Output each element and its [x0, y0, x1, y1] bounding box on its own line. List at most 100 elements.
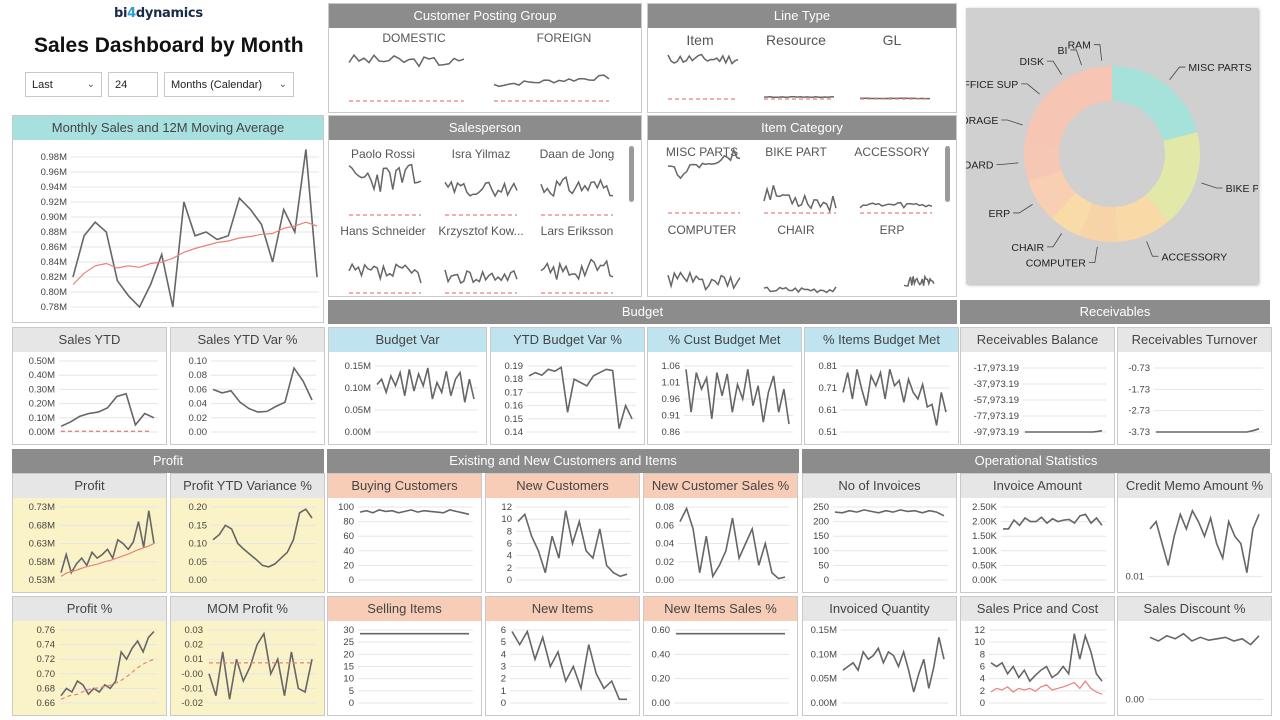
donut-slice[interactable] [1112, 66, 1198, 141]
item-category-panel: Item Category MISC PARTS BIKE PART ACCES… [647, 115, 957, 297]
axis-tick-label: -57,973.19 [974, 395, 1019, 406]
salesperson-label-6: Lars Eriksson [540, 224, 614, 238]
donut-leader-line [1093, 44, 1103, 61]
axis-tick-label: 0.66 [37, 698, 56, 709]
cust-budget-met-title: % Cust Budget Met [648, 328, 801, 352]
donut-slice[interactable] [1028, 170, 1076, 219]
axis-tick-label: 150 [813, 531, 829, 542]
kpi-series-line [1156, 428, 1260, 433]
axis-tick-label: 10 [974, 637, 985, 648]
axis-tick-label: 0.88M [41, 227, 67, 238]
axis-tick-label: -3.73 [1128, 427, 1150, 438]
axis-tick-label: 0.15M [811, 625, 837, 636]
item-category-label-2: BIKE PART [765, 145, 827, 159]
receivables-turnover-title: Receivables Turnover [1118, 328, 1271, 352]
period-dropdown[interactable]: Last ⌄ [25, 72, 102, 97]
item-category-label-3: ACCESSORY [854, 145, 930, 159]
donut-slice[interactable] [1079, 203, 1118, 242]
cust-budget-met-chart: 1.06 1.01 0.96 0.91 0.86 [662, 361, 793, 438]
axis-tick-label: 0.10M [811, 649, 837, 660]
axis-tick-label: 6 [980, 662, 985, 673]
salesperson-header: Salesperson [329, 116, 641, 140]
axis-tick-label: -77,973.19 [974, 411, 1019, 422]
buying-customers-title: Buying Customers [328, 474, 481, 498]
donut-slice[interactable] [1092, 66, 1112, 103]
credit-memo-title: Credit Memo Amount % [1118, 474, 1271, 498]
donut-slice[interactable] [1115, 194, 1169, 242]
axis-tick-label: 100 [338, 502, 354, 513]
kpi-series-line [834, 509, 945, 517]
selling-items-title: Selling Items [328, 597, 481, 621]
kpi-series-line [376, 367, 475, 403]
period-unit-dropdown[interactable]: Months (Calendar) ⌄ [164, 72, 294, 97]
selling-items-tile: Selling Items 30 25 20 15 10 5 0 [327, 596, 482, 716]
axis-tick-label: 0.15M [345, 361, 371, 372]
sparkline [667, 270, 741, 292]
donut-label: CHAIR [1011, 242, 1044, 254]
axis-tick-label: 0.73M [29, 502, 55, 513]
axis-tick-label: 0.06 [656, 520, 675, 531]
monthly-sales-tile: Monthly Sales and 12M Moving Average 0.9… [12, 115, 324, 323]
salesperson-label-3: Daan de Jong [539, 147, 615, 161]
donut-slice[interactable] [1055, 74, 1090, 114]
period-count-input[interactable]: 24 [108, 72, 158, 97]
receivables-balance-tile: Receivables Balance -17,973.19 -37,973.19-… [960, 327, 1115, 445]
axis-tick-label: 0.40M [29, 370, 55, 381]
kpi-series-line [208, 631, 313, 700]
donut-label: MISC PARTS [1188, 62, 1251, 74]
kpi-series-line [1003, 513, 1103, 530]
credit-memo-chart: 0.01 [1126, 508, 1263, 582]
salesperson-scrollbar[interactable] [629, 146, 634, 202]
kpi-series-line [517, 510, 628, 578]
donut-slice[interactable] [1034, 86, 1079, 129]
sales-discount-title: Sales Discount % [1118, 597, 1271, 621]
period-count-value: 24 [115, 78, 128, 91]
kpi-series-line [1025, 429, 1103, 433]
salesperson-label-4: Hans Schneider [340, 224, 426, 238]
kpi-series-line [990, 632, 1103, 683]
customer-posting-group-header: Customer Posting Group [329, 4, 641, 28]
donut-slice[interactable] [1074, 68, 1101, 107]
axis-tick-label: 0.16 [505, 401, 524, 412]
donut-slice[interactable] [1145, 132, 1200, 222]
axis-tick-label: -0.73 [1128, 363, 1150, 374]
axis-tick-label: 0.00 [656, 575, 675, 586]
axis-tick-label: 0.86 [662, 427, 681, 438]
sales-ytd-var-chart: 0.10 0.08 0.06 0.04 0.02 0.00 [189, 356, 316, 438]
axis-tick-label: 20 [343, 560, 354, 571]
sparkline [763, 185, 837, 214]
axis-tick-label: 0.82M [41, 272, 67, 283]
salesperson-label-1: Paolo Rossi [350, 147, 416, 161]
receivables-balance-chart: -17,973.19 -37,973.19 -57,973.19 -77,973.19… [974, 363, 1106, 438]
donut-leader-line [1013, 204, 1033, 214]
axis-tick-label: 2.00K [972, 517, 997, 528]
sparkline [667, 53, 739, 65]
donut-slice[interactable] [1024, 111, 1066, 148]
axis-tick-label: 0.20 [189, 502, 208, 513]
donut-label: ACCESSORY [1161, 251, 1227, 263]
sparkline [540, 175, 614, 198]
line-type-sparklines [667, 53, 930, 100]
new-customer-sales-tile: New Customer Sales % 0.08 0.06 0.04 0.02 0.00 [643, 473, 798, 593]
axis-tick-label: 0.10M [29, 413, 55, 424]
item-category-scrollbar[interactable] [945, 146, 950, 202]
axis-tick-label: 60 [343, 531, 354, 542]
new-items-tile: New Items 6 5 4 3 2 1 0 [485, 596, 640, 716]
axis-tick-label: 0.51 [819, 427, 838, 438]
new-items-sales-title: New Items Sales % [644, 597, 797, 621]
invoiced-quantity-title: Invoiced Quantity [803, 597, 956, 621]
donut-leader-line [1021, 83, 1040, 95]
donut-slice[interactable] [1051, 192, 1093, 236]
period-dropdown-value: Last [32, 78, 53, 91]
axis-tick-label: 0.72 [37, 654, 56, 665]
donut-slice[interactable] [1024, 142, 1062, 182]
axis-tick-label: -37,973.19 [974, 379, 1019, 390]
profit-title: Profit [13, 474, 166, 498]
axis-tick-label: 0.94M [41, 182, 67, 193]
sparkline [763, 286, 837, 294]
axis-tick-label: 0.00M [811, 698, 837, 709]
sales-ytd-var-title: Sales YTD Var % [171, 328, 324, 352]
cust-budget-met-tile: % Cust Budget Met 1.06 1.01 0.96 0.91 0.86 [647, 327, 802, 445]
